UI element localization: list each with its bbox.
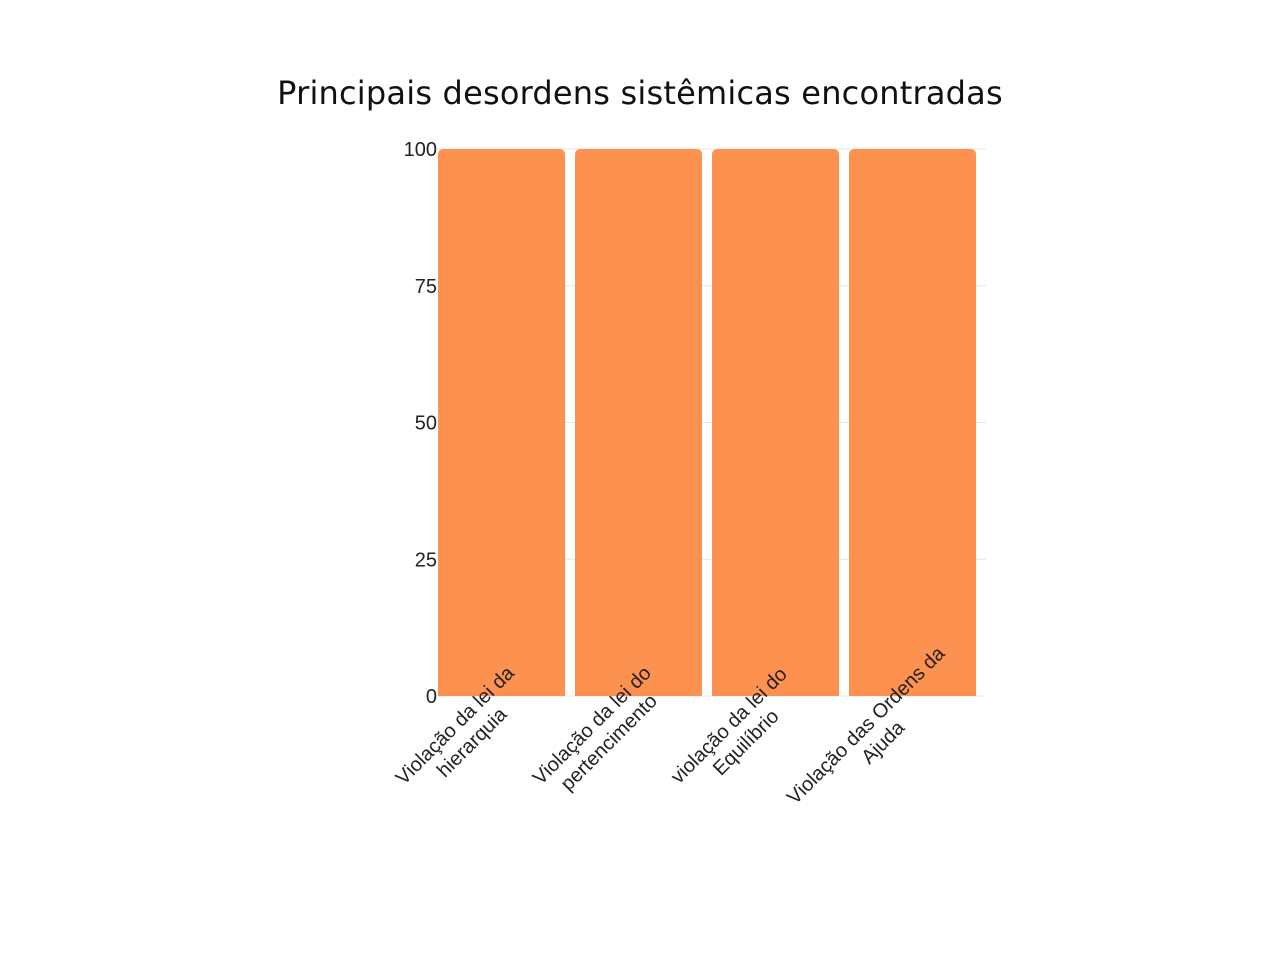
bar (575, 149, 702, 696)
y-tick-label: 75 (415, 276, 437, 298)
bar (712, 149, 839, 696)
bar (849, 149, 976, 696)
y-tick-label: 100 (404, 139, 437, 161)
chart-title: Principais desordens sistêmicas encontra… (277, 74, 1003, 112)
y-tick-label: 0 (426, 686, 437, 708)
bar (438, 149, 565, 696)
y-tick-label: 50 (415, 413, 437, 435)
y-tick-label: 25 (415, 549, 437, 571)
